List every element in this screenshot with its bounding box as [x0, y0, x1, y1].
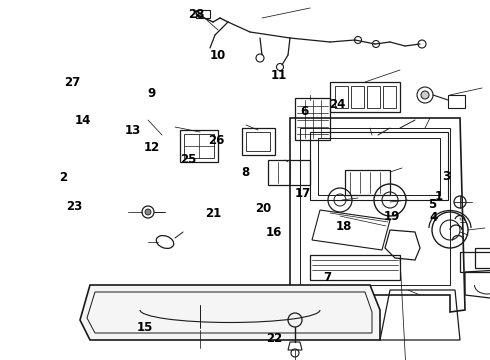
Text: 16: 16: [265, 226, 282, 239]
Polygon shape: [80, 285, 380, 340]
Text: 1: 1: [435, 190, 442, 203]
Text: 26: 26: [208, 134, 225, 147]
Text: 3: 3: [442, 170, 450, 183]
Text: 24: 24: [329, 98, 345, 111]
Text: 20: 20: [255, 202, 272, 215]
Text: 2: 2: [59, 171, 67, 184]
Text: 9: 9: [148, 87, 156, 100]
Text: 18: 18: [336, 220, 352, 233]
Text: 7: 7: [323, 271, 331, 284]
Text: 15: 15: [136, 321, 153, 334]
Text: 28: 28: [188, 8, 204, 21]
Text: 13: 13: [125, 124, 142, 137]
Text: 8: 8: [241, 166, 249, 179]
Text: 4: 4: [430, 211, 438, 224]
Text: 19: 19: [384, 210, 400, 223]
Text: 5: 5: [428, 198, 436, 211]
Text: 22: 22: [266, 332, 283, 345]
Text: 6: 6: [301, 105, 309, 118]
Text: 27: 27: [64, 76, 81, 89]
Circle shape: [421, 91, 429, 99]
Text: 17: 17: [294, 187, 311, 200]
Text: 14: 14: [75, 114, 92, 127]
Text: 11: 11: [271, 69, 288, 82]
Text: 23: 23: [66, 201, 83, 213]
Text: 12: 12: [144, 141, 160, 154]
Text: 21: 21: [205, 207, 221, 220]
Text: 10: 10: [210, 49, 226, 62]
Circle shape: [145, 209, 151, 215]
Text: 25: 25: [180, 153, 197, 166]
